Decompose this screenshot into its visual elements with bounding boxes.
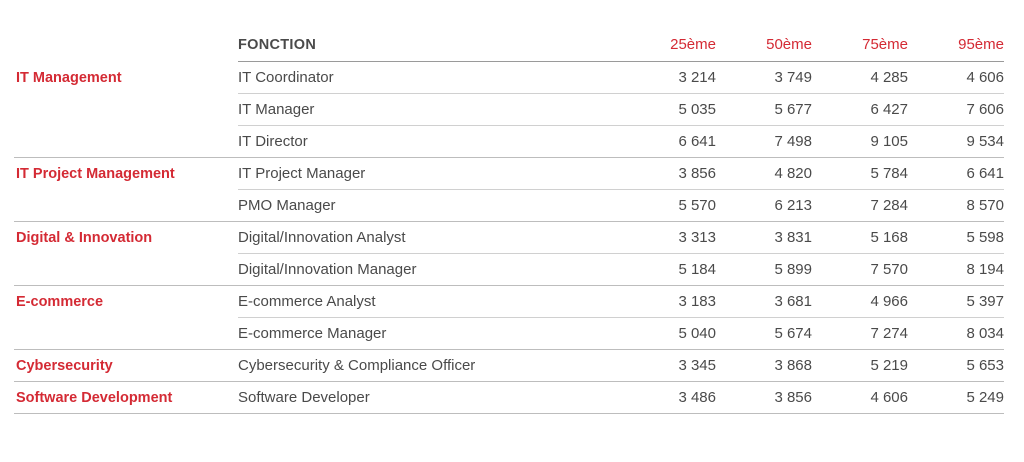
row-divider bbox=[238, 253, 1004, 254]
value-p75: 5 168 bbox=[870, 229, 908, 246]
function-column-header: FONCTION bbox=[238, 37, 317, 53]
table-row: IT Manager 5 035 5 677 6 427 7 606 bbox=[14, 94, 1004, 126]
value-p25: 3 486 bbox=[678, 389, 716, 406]
value-p25: 5 040 bbox=[678, 325, 716, 342]
value-p25: 3 856 bbox=[678, 165, 716, 182]
table-row: IT Management IT Coordinator 3 214 3 749… bbox=[14, 62, 1004, 94]
value-p75: 6 427 bbox=[870, 101, 908, 118]
value-p25: 3 313 bbox=[678, 229, 716, 246]
value-p25: 5 570 bbox=[678, 197, 716, 214]
table-row: Cybersecurity Cybersecurity & Compliance… bbox=[14, 350, 1004, 382]
percentile-25-header: 25ème bbox=[670, 36, 716, 53]
function-label: IT Manager bbox=[238, 101, 315, 118]
salary-table: FONCTION 25ème 50ème 75ème 95ème IT Mana… bbox=[14, 28, 1004, 414]
group-divider bbox=[14, 413, 1004, 414]
function-label: IT Coordinator bbox=[238, 69, 334, 86]
value-p50: 4 820 bbox=[774, 165, 812, 182]
value-p25: 5 184 bbox=[678, 261, 716, 278]
group-divider bbox=[14, 381, 1004, 382]
group-divider bbox=[14, 285, 1004, 286]
row-divider bbox=[238, 317, 1004, 318]
value-p75: 5 784 bbox=[870, 165, 908, 182]
value-p95: 9 534 bbox=[966, 133, 1004, 150]
percentile-50-header: 50ème bbox=[766, 36, 812, 53]
value-p95: 4 606 bbox=[966, 69, 1004, 86]
value-p75: 7 570 bbox=[870, 261, 908, 278]
value-p50: 3 681 bbox=[774, 293, 812, 310]
value-p50: 3 868 bbox=[774, 357, 812, 374]
value-p95: 8 034 bbox=[966, 325, 1004, 342]
value-p75: 9 105 bbox=[870, 133, 908, 150]
row-divider bbox=[238, 93, 1004, 94]
value-p50: 5 677 bbox=[774, 101, 812, 118]
function-label: Software Developer bbox=[238, 389, 370, 406]
function-label: PMO Manager bbox=[238, 197, 336, 214]
table-header: FONCTION 25ème 50ème 75ème 95ème bbox=[14, 28, 1004, 62]
category-label: Software Development bbox=[16, 390, 173, 406]
value-p95: 5 653 bbox=[966, 357, 1004, 374]
value-p25: 5 035 bbox=[678, 101, 716, 118]
value-p25: 3 345 bbox=[678, 357, 716, 374]
category-label: Cybersecurity bbox=[16, 358, 113, 374]
value-p95: 7 606 bbox=[966, 101, 1004, 118]
value-p50: 5 899 bbox=[774, 261, 812, 278]
row-divider bbox=[238, 189, 1004, 190]
category-label: Digital & Innovation bbox=[16, 230, 153, 246]
value-p50: 3 749 bbox=[774, 69, 812, 86]
value-p75: 7 274 bbox=[870, 325, 908, 342]
value-p50: 7 498 bbox=[774, 133, 812, 150]
function-label: Digital/Innovation Analyst bbox=[238, 229, 406, 246]
table-row: Digital & Innovation Digital/Innovation … bbox=[14, 222, 1004, 254]
category-label: IT Project Management bbox=[16, 166, 175, 182]
value-p50: 6 213 bbox=[774, 197, 812, 214]
value-p75: 5 219 bbox=[870, 357, 908, 374]
table-row: PMO Manager 5 570 6 213 7 284 8 570 bbox=[14, 190, 1004, 222]
function-label: IT Director bbox=[238, 133, 308, 150]
value-p75: 4 966 bbox=[870, 293, 908, 310]
value-p95: 5 249 bbox=[966, 389, 1004, 406]
value-p95: 6 641 bbox=[966, 165, 1004, 182]
group-divider bbox=[14, 349, 1004, 350]
value-p75: 4 606 bbox=[870, 389, 908, 406]
table-row: Software Development Software Developer … bbox=[14, 382, 1004, 414]
value-p50: 3 831 bbox=[774, 229, 812, 246]
value-p75: 7 284 bbox=[870, 197, 908, 214]
category-label: E-commerce bbox=[16, 294, 104, 310]
value-p50: 5 674 bbox=[774, 325, 812, 342]
function-label: IT Project Manager bbox=[238, 165, 366, 182]
row-divider bbox=[238, 125, 1004, 126]
value-p25: 3 183 bbox=[678, 293, 716, 310]
group-divider bbox=[14, 221, 1004, 222]
value-p95: 8 570 bbox=[966, 197, 1004, 214]
table-row: IT Director 6 641 7 498 9 105 9 534 bbox=[14, 126, 1004, 158]
value-p25: 3 214 bbox=[678, 69, 716, 86]
table-row: Digital/Innovation Manager 5 184 5 899 7… bbox=[14, 254, 1004, 286]
function-label: Cybersecurity & Compliance Officer bbox=[238, 357, 476, 374]
value-p95: 5 598 bbox=[966, 229, 1004, 246]
value-p25: 6 641 bbox=[678, 133, 716, 150]
table-row: E-commerce Manager 5 040 5 674 7 274 8 0… bbox=[14, 318, 1004, 350]
percentile-75-header: 75ème bbox=[862, 36, 908, 53]
value-p50: 3 856 bbox=[774, 389, 812, 406]
header-divider bbox=[238, 61, 1004, 62]
percentile-95-header: 95ème bbox=[958, 36, 1004, 53]
function-label: Digital/Innovation Manager bbox=[238, 261, 417, 278]
function-label: E-commerce Manager bbox=[238, 325, 387, 342]
group-divider bbox=[14, 157, 1004, 158]
value-p75: 4 285 bbox=[870, 69, 908, 86]
function-label: E-commerce Analyst bbox=[238, 293, 376, 310]
value-p95: 5 397 bbox=[966, 293, 1004, 310]
value-p95: 8 194 bbox=[966, 261, 1004, 278]
table-row: E-commerce E-commerce Analyst 3 183 3 68… bbox=[14, 286, 1004, 318]
table-row: IT Project Management IT Project Manager… bbox=[14, 158, 1004, 190]
category-label: IT Management bbox=[16, 70, 122, 86]
